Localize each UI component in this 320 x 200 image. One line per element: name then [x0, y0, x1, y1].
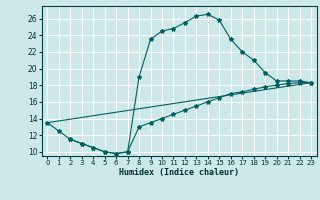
X-axis label: Humidex (Indice chaleur): Humidex (Indice chaleur) [119, 168, 239, 177]
